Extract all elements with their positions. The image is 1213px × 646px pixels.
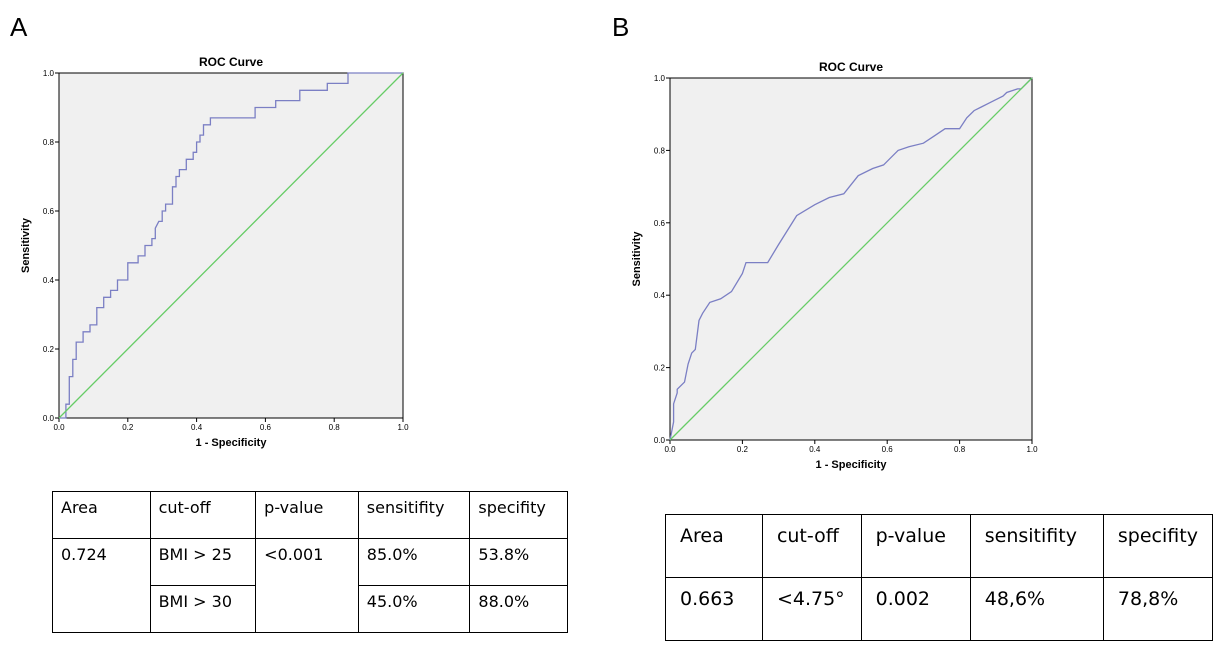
- chart-title: ROC Curve: [199, 55, 263, 69]
- results-table-a: Area cut-off p-value sensitifity specifi…: [52, 491, 568, 633]
- table-cell: <4.75°: [761, 577, 862, 641]
- x-tick-label: 0.4: [809, 445, 821, 454]
- table-header-cell: cut-off: [149, 491, 257, 539]
- table-header-row: Area cut-off p-value sensitifity specifi…: [52, 491, 568, 539]
- x-tick-label: 1.0: [397, 423, 409, 432]
- table-cell: 0.002: [860, 577, 971, 641]
- table-row: 0.663 <4.75° 0.002 48,6% 78,8%: [665, 577, 1213, 641]
- table-header-cell: p-value: [860, 514, 971, 578]
- reference-line: [58, 72, 404, 419]
- table-header-cell: Area: [52, 491, 151, 539]
- y-tick-label: 0.2: [654, 364, 666, 373]
- table-cell: BMI > 25: [149, 538, 257, 586]
- panel-label-a: A: [10, 12, 28, 42]
- table-cell: 0.663: [665, 577, 763, 641]
- roc-curve-line: [59, 72, 403, 419]
- table-header-cell: p-value: [255, 491, 359, 539]
- table-cell: <0.001: [255, 538, 359, 633]
- y-tick-label: 0.0: [43, 414, 55, 423]
- panel-label-b: B: [612, 12, 630, 42]
- y-tick-label: 0.8: [43, 138, 55, 147]
- x-tick-label: 0.2: [737, 445, 749, 454]
- roc-chart-a: ROC Curve 0.0 0.2 0.4 0.6 0.8 1.0 0.0 0.2 0.4 0.6 0…: [20, 55, 409, 449]
- table-cell: 88.0%: [469, 585, 568, 633]
- x-axis-label: 1 - Specificity: [196, 437, 268, 449]
- roc-curve-line: [669, 77, 1033, 441]
- table-header-cell: specifity: [1102, 514, 1213, 578]
- table-cell: BMI > 30: [149, 585, 257, 633]
- y-tick-label: 1.0: [43, 69, 55, 78]
- x-tick-label: 0.8: [954, 445, 966, 454]
- table-row: BMI > 30 45.0% 88.0%: [53, 585, 568, 633]
- y-tick-label: 0.6: [654, 219, 666, 228]
- x-tick-label: 0.6: [882, 445, 894, 454]
- x-tick-label: 0.0: [664, 445, 676, 454]
- y-tick-label: 0.6: [43, 207, 55, 216]
- y-tick-label: 0.8: [654, 146, 666, 155]
- x-tick-label: 0.4: [191, 423, 203, 432]
- table-cell: 85.0%: [357, 538, 471, 586]
- y-tick-label: 0.4: [43, 276, 55, 285]
- y-tick-label: 1.0: [654, 74, 666, 83]
- table-header-cell: sensitifity: [357, 491, 471, 539]
- table-cell: 45.0%: [357, 585, 471, 633]
- y-axis-label: Sensitivity: [20, 217, 32, 273]
- y-tick-label: 0.4: [654, 291, 666, 300]
- table-cell: 0.724: [52, 538, 151, 633]
- roc-chart-b: ROC Curve 0.0 0.2 0.4 0.6 0.8 1.0 0.0 0.2 0.4 0.6 0…: [631, 60, 1038, 471]
- table-cell: 78,8%: [1102, 577, 1213, 641]
- chart-title: ROC Curve: [819, 60, 883, 74]
- x-tick-label: 0.6: [260, 423, 272, 432]
- table-header-cell: sensitifity: [969, 514, 1104, 578]
- table-cell: 48,6%: [969, 577, 1104, 641]
- x-tick-label: 1.0: [1026, 445, 1038, 454]
- results-table-b: Area cut-off p-value sensitifity specifi…: [665, 514, 1213, 641]
- table-header-cell: cut-off: [761, 514, 862, 578]
- y-tick-label: 0.2: [43, 345, 55, 354]
- y-tick-label: 0.0: [654, 436, 666, 445]
- x-tick-label: 0.2: [122, 423, 134, 432]
- x-tick-label: 0.0: [53, 423, 65, 432]
- table-header-row: Area cut-off p-value sensitifity specifi…: [665, 514, 1213, 578]
- y-axis-label: Sensitivity: [631, 231, 643, 287]
- table-cell: 53.8%: [469, 538, 568, 586]
- table-header-cell: Area: [665, 514, 763, 578]
- x-tick-label: 0.8: [329, 423, 341, 432]
- x-axis-label: 1 - Specificity: [816, 459, 888, 471]
- table-header-cell: specifity: [469, 491, 568, 539]
- table-row: 0.724 BMI > 25 <0.001 85.0% 53.8%: [52, 538, 568, 633]
- reference-line: [669, 77, 1033, 441]
